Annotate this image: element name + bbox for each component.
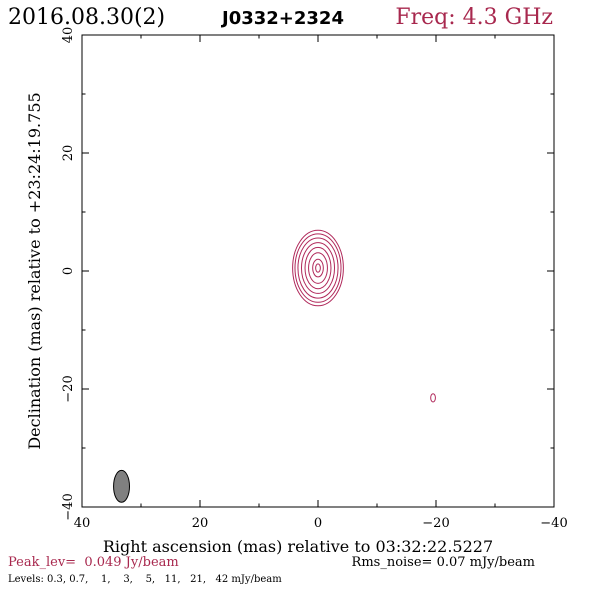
contour-main-4 <box>304 246 332 290</box>
contour-main-7 <box>315 263 321 273</box>
y-tick-label: 40 <box>61 27 76 44</box>
x-tick-label: −40 <box>540 516 567 531</box>
y-tick-label: −40 <box>61 493 76 520</box>
x-tick-label: 20 <box>192 516 209 531</box>
beam-ellipse <box>113 469 130 503</box>
contour-main-6 <box>312 258 324 278</box>
x-tick-label: 40 <box>74 516 91 531</box>
axis-ticks <box>81 34 555 508</box>
plot-frame <box>81 34 555 508</box>
contour-main-2 <box>297 237 339 299</box>
epoch-label: 2016.08.30(2) <box>8 5 165 30</box>
peak-level: Peak_lev= 0.049 Jy/beam <box>8 555 179 570</box>
contour-main-3 <box>300 242 336 294</box>
source-name: J0332+2324 <box>220 8 344 29</box>
rms-noise: Rms_noise= 0.07 mJy/beam <box>352 555 535 570</box>
y-tick-label: 0 <box>61 267 76 275</box>
y-axis-label: Declination (mas) relative to +23:24:19.… <box>25 92 44 449</box>
beam-layer <box>113 469 130 503</box>
y-tick-labels: −40 −20 0 20 40 <box>61 27 76 521</box>
frequency-label: Freq: 4.3 GHz <box>395 5 553 30</box>
x-tick-label: −20 <box>422 516 449 531</box>
y-tick-label: 20 <box>61 145 76 162</box>
contour-layer <box>292 229 436 403</box>
y-tick-label: −20 <box>61 375 76 402</box>
x-tick-label: 0 <box>314 516 322 531</box>
contour-main-0 <box>292 229 344 307</box>
contour-main-5 <box>308 252 328 284</box>
x-axis-label: Right ascension (mas) relative to 03:32:… <box>103 537 493 556</box>
x-tick-labels: 40 20 0 −20 −40 <box>74 516 568 531</box>
contour-main-1 <box>294 233 342 303</box>
contour-secondary-0 <box>430 393 436 403</box>
levels-list: Levels: 0.3, 0.7, 1, 3, 5, 11, 21, 42 mJ… <box>8 574 282 585</box>
